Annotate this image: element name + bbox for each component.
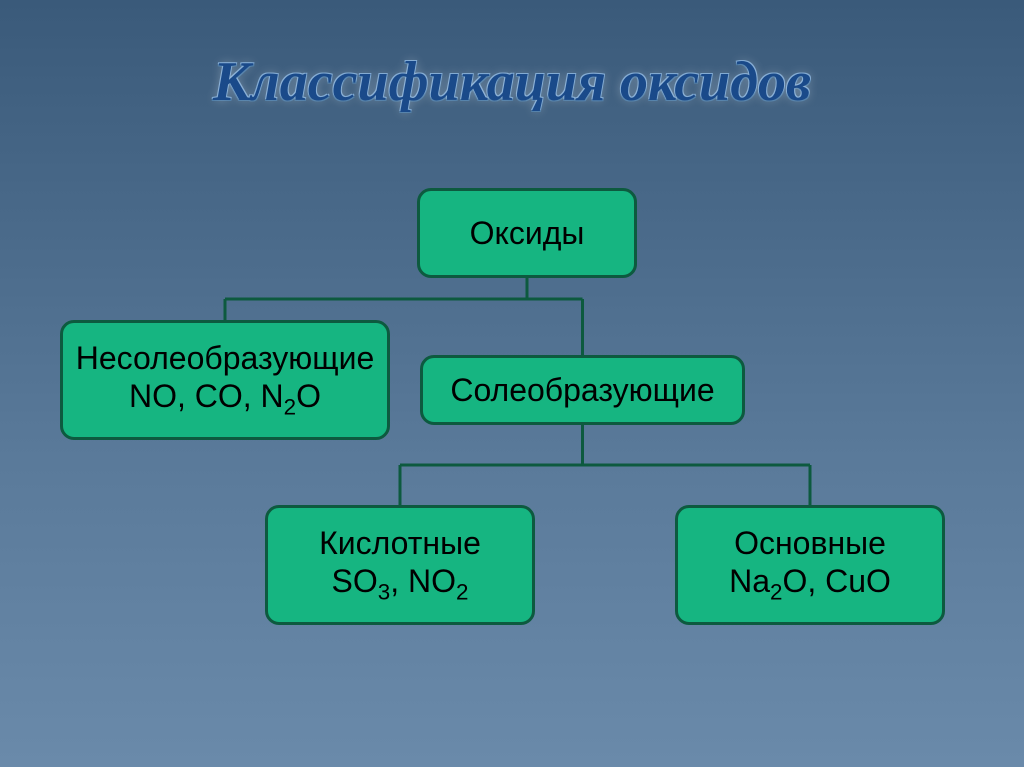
node-text: Солеобразующие	[450, 371, 714, 409]
node-text: Основные	[734, 524, 886, 562]
node-basic: ОсновныеNa2O, CuO	[675, 505, 945, 625]
node-forming: Солеобразующие	[420, 355, 745, 425]
node-text: NO, CO, N2O	[129, 377, 321, 421]
diagram-title: Классификация оксидов	[213, 50, 811, 114]
node-nonforming: НесолеобразующиеNO, CO, N2O	[60, 320, 390, 440]
node-text: Кислотные	[319, 524, 481, 562]
node-text: Оксиды	[470, 214, 585, 252]
node-text: Несолеобразующие	[76, 339, 375, 377]
node-root: Оксиды	[417, 188, 637, 278]
node-text: Na2O, CuO	[729, 562, 891, 606]
node-text: SO3, NO2	[332, 562, 469, 606]
node-acidic: КислотныеSO3, NO2	[265, 505, 535, 625]
